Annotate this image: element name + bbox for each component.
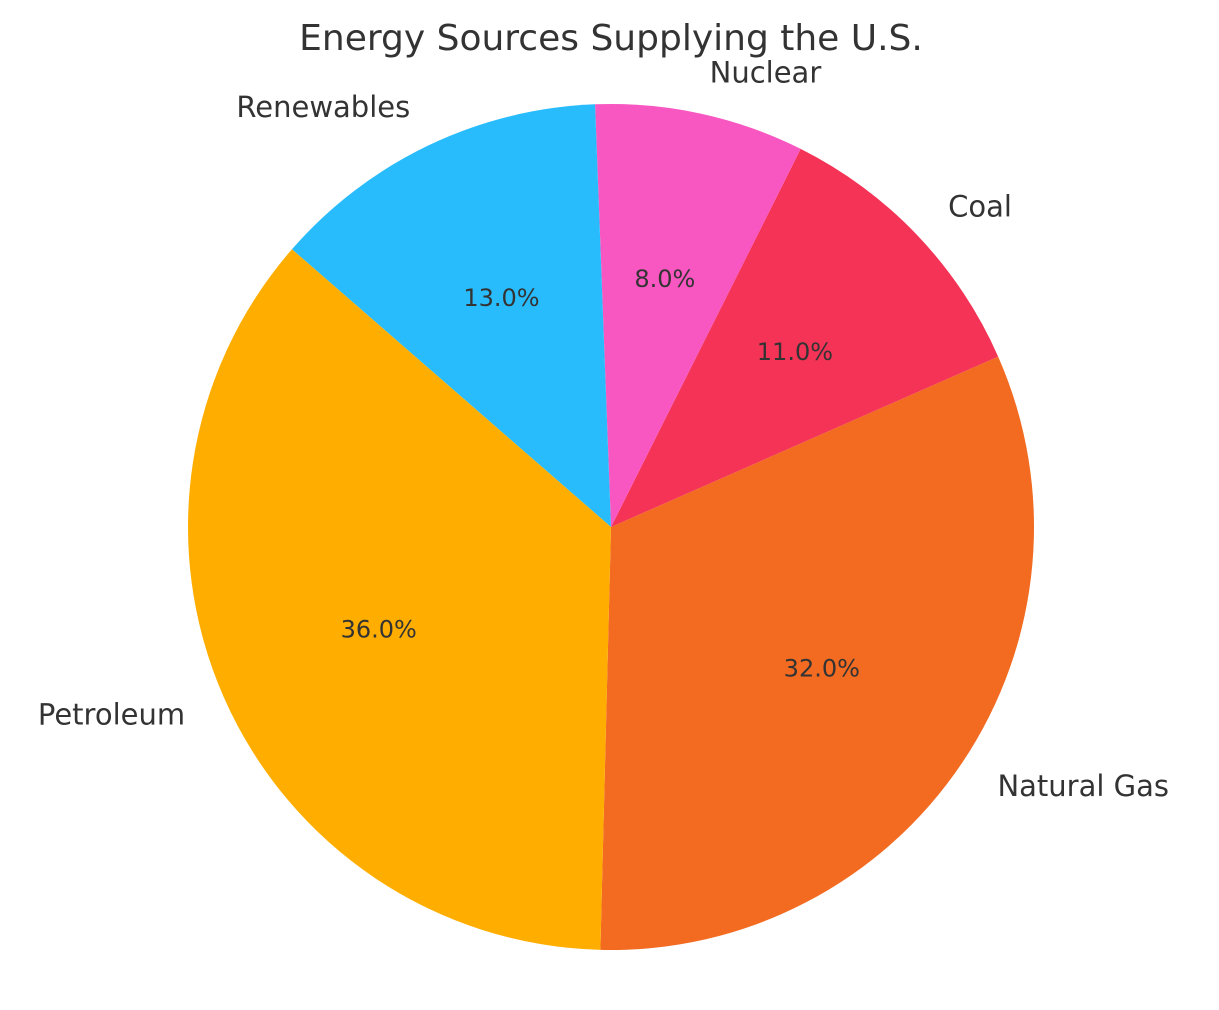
pct-label-natural-gas: 32.0% [784, 654, 860, 682]
chart-title: Energy Sources Supplying the U.S. [299, 18, 923, 59]
slice-label-nuclear: Nuclear [710, 55, 822, 89]
slice-label-coal: Coal [948, 189, 1012, 223]
pct-label-coal: 11.0% [757, 338, 833, 366]
slice-natural-gas [600, 356, 1034, 951]
pct-label-petroleum: 36.0% [341, 615, 417, 643]
pie-slices [188, 104, 1034, 951]
pct-label-nuclear: 8.0% [634, 265, 695, 293]
pct-label-renewables: 13.0% [463, 284, 539, 312]
slice-petroleum [188, 249, 611, 950]
slice-renewables [291, 104, 611, 528]
slice-label-natural-gas: Natural Gas [997, 769, 1169, 803]
slice-coal [611, 148, 999, 527]
slice-label-renewables: Renewables [236, 90, 410, 124]
slice-nuclear [595, 104, 801, 527]
slice-labels: Natural Gas Coal Nuclear Renewables Petroleu… [38, 55, 1169, 803]
percentage-labels: 32.0% 11.0% 8.0% 13.0% 36.0% [341, 265, 860, 682]
slice-label-petroleum: Petroleum [38, 697, 185, 731]
